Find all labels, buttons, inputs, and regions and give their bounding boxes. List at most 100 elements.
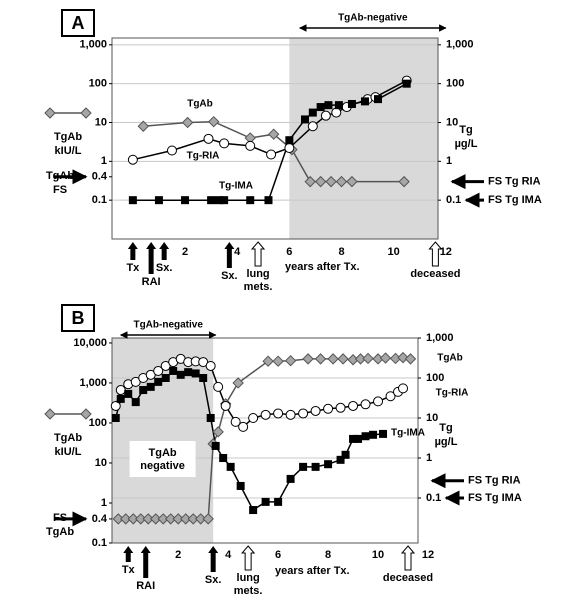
event-label: Tx xyxy=(126,262,140,274)
marker xyxy=(336,455,345,464)
series-label: Tg-IMA xyxy=(391,428,425,439)
y-tick-label: 1,000 xyxy=(79,377,107,389)
fs-tg-ima-label: FS Tg IMA xyxy=(468,492,522,504)
event-label: lung mets. xyxy=(234,572,263,597)
marker xyxy=(361,432,370,441)
marker xyxy=(139,386,148,395)
marker xyxy=(176,370,185,379)
marker xyxy=(354,434,363,443)
fs-tg-ima-label: FS Tg IMA xyxy=(488,194,542,206)
marker xyxy=(299,462,308,471)
marker xyxy=(262,355,274,367)
marker xyxy=(346,175,358,188)
marker xyxy=(208,115,220,128)
event-arrow xyxy=(123,546,134,562)
series-label: Tg-RIA xyxy=(187,151,220,162)
marker xyxy=(246,196,255,205)
marker xyxy=(285,409,296,420)
y-tick-label: 10 xyxy=(95,457,107,469)
event-arrow xyxy=(127,242,138,260)
event-arrow xyxy=(241,545,256,571)
marker xyxy=(220,400,231,411)
x-tick-label: 6 xyxy=(286,246,292,258)
marker xyxy=(181,196,190,205)
marker xyxy=(169,366,178,375)
y-tick-label: 100 xyxy=(89,78,107,90)
y-tick-label: 0.4 xyxy=(92,513,108,525)
marker xyxy=(324,460,333,469)
marker xyxy=(187,513,199,525)
marker xyxy=(298,408,309,419)
marker xyxy=(249,506,258,515)
event-arrow xyxy=(208,546,219,572)
panel: B TgAb-negative 10,000 1,000 100 10 1 0.4 0.1 1,0… xyxy=(44,304,522,578)
marker xyxy=(248,413,259,424)
marker xyxy=(181,116,194,129)
marker xyxy=(327,353,339,365)
marker xyxy=(172,513,184,525)
marker xyxy=(379,429,388,438)
y2-tick-label: 1 xyxy=(446,155,452,167)
marker xyxy=(115,385,126,396)
y-tick-label: 0.1 xyxy=(92,537,107,549)
marker xyxy=(316,103,325,112)
marker xyxy=(166,145,177,156)
y-axis-title: TgAb kIU/L xyxy=(54,131,82,157)
marker xyxy=(157,513,169,525)
marker xyxy=(404,353,417,365)
event-arrow xyxy=(146,242,157,274)
marker xyxy=(206,414,215,423)
marker xyxy=(232,377,244,389)
marker xyxy=(120,513,132,525)
x-tick-label: 6 xyxy=(275,549,281,561)
marker xyxy=(348,400,359,411)
marker xyxy=(308,108,317,117)
marker xyxy=(205,360,216,371)
marker xyxy=(347,99,356,108)
x-tick-label: 2 xyxy=(182,246,188,258)
event-label: Sx. xyxy=(221,270,238,282)
marker xyxy=(135,513,147,525)
y2-tick-label: 100 xyxy=(426,372,444,384)
y2-tick-label: 100 xyxy=(446,78,464,90)
marker xyxy=(238,421,249,432)
y2-tick-label: 10 xyxy=(446,116,458,128)
banner-label: TgAb-negative xyxy=(133,320,203,331)
fs-tg-ria-label: FS Tg RIA xyxy=(468,475,521,487)
marker xyxy=(131,398,140,407)
marker xyxy=(362,352,374,365)
marker xyxy=(213,381,224,392)
event-label: Tx xyxy=(122,564,136,576)
marker xyxy=(207,196,216,205)
marker xyxy=(164,513,177,525)
event-label: Sx. xyxy=(156,262,173,274)
event-arrow xyxy=(250,241,266,267)
marker xyxy=(261,497,270,506)
event-arrow xyxy=(224,242,235,268)
marker xyxy=(273,408,284,419)
marker xyxy=(302,353,314,365)
series-label: TgAb xyxy=(187,99,213,110)
event-label: RAI xyxy=(142,276,161,288)
marker xyxy=(191,369,200,378)
event-arrow xyxy=(400,545,416,571)
event-label: RAI xyxy=(136,580,155,592)
marker xyxy=(212,426,224,438)
x-tick-label: 4 xyxy=(225,549,232,561)
marker xyxy=(266,149,277,160)
marker xyxy=(214,196,223,205)
marker xyxy=(112,513,124,525)
y-tick-label: 1 xyxy=(101,155,107,167)
y2-axis-title: Tg µg/L xyxy=(435,422,458,448)
y2-tick-label: 1,000 xyxy=(426,332,454,344)
marker xyxy=(194,513,207,525)
marker xyxy=(272,355,284,367)
y-axis-title: TgAb kIU/L xyxy=(54,432,82,458)
y2-tick-label: 1 xyxy=(426,452,432,464)
marker xyxy=(116,394,125,403)
marker xyxy=(150,513,162,525)
shaded-region xyxy=(289,38,438,239)
marker xyxy=(203,133,214,144)
marker xyxy=(219,138,230,149)
